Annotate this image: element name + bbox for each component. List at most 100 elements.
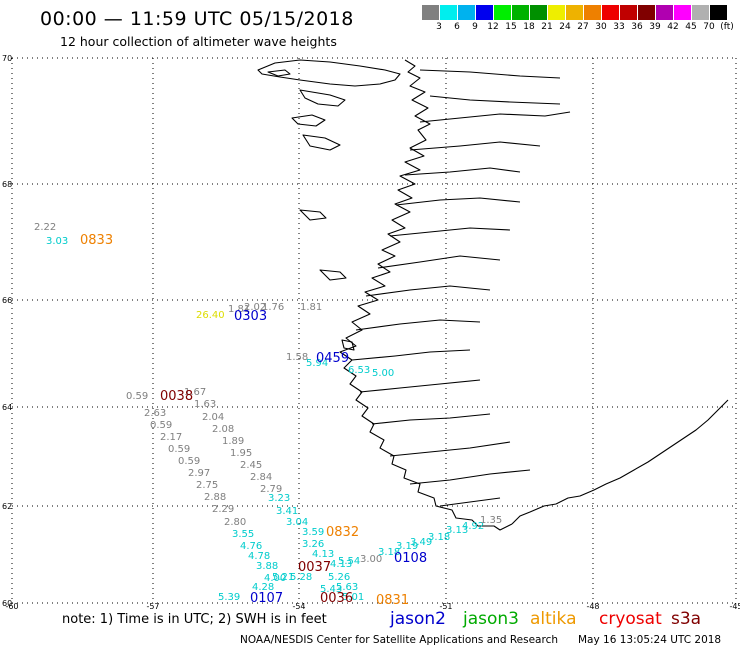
swh-value: 2.63	[144, 408, 166, 419]
swh-value: 2.88	[204, 492, 226, 503]
swh-value: 2.17	[160, 432, 182, 443]
swh-value: 4.28	[252, 582, 274, 593]
colorbar-label: 6	[454, 22, 460, 32]
pass-time-label: 0038	[160, 389, 193, 404]
lon-label: -48	[586, 602, 599, 610]
satellite-legend-s3a: s3a	[671, 609, 702, 629]
colorbar-swatch	[674, 5, 691, 20]
lat-label: 60	[2, 599, 12, 608]
swh-value: 1.81	[228, 304, 250, 315]
colorbar-swatch	[638, 5, 655, 20]
swh-value: 4.92	[462, 521, 484, 532]
colorbar-label: 3	[436, 22, 442, 32]
colorbar-swatch	[422, 5, 439, 20]
map-grid	[11, 57, 737, 604]
colorbar-swatch	[710, 5, 727, 20]
swh-value: 1.89	[222, 436, 244, 447]
pass-time-label: 0832	[326, 525, 359, 540]
pass-time-label: 0107	[250, 591, 283, 606]
colorbar-swatch	[566, 5, 583, 20]
greenland-coastline	[257, 59, 729, 531]
swh-value: 5.21	[272, 572, 294, 583]
swh-value: 0.59	[168, 444, 190, 455]
swh-value: 3.13	[446, 525, 468, 536]
colorbar-swatch	[494, 5, 511, 20]
colorbar-label: 30	[595, 22, 607, 32]
swh-value: 3.04	[286, 517, 308, 528]
colorbar-label: 12	[487, 22, 499, 32]
colorbar-swatch	[620, 5, 637, 20]
swh-value: 3.19	[396, 541, 418, 552]
swh-value: 3.49	[410, 537, 432, 548]
swh-value: 3.03	[46, 236, 68, 247]
swh-value: 1.35	[480, 515, 502, 526]
pass-time-label: 0037	[298, 560, 331, 575]
colorbar-label: 24	[559, 22, 571, 32]
colorbar-label: 39	[649, 22, 661, 32]
axis-labels: 70 68 66 64 62 60-60 -57 -54 -51 -48 -45	[2, 54, 740, 610]
colorbar-swatch	[584, 5, 601, 20]
swh-value: 2.04	[202, 412, 224, 423]
map-title: 00:00 — 11:59 UTC 05/15/2018	[40, 8, 354, 30]
lon-label: -60	[5, 602, 18, 610]
colorbar-swatch	[548, 5, 565, 20]
lat-label: 70	[2, 54, 12, 63]
swh-value: 0.59	[150, 420, 172, 431]
colorbar-swatch	[440, 5, 457, 20]
colorbar-swatch	[656, 5, 673, 20]
swh-value: 1.95	[230, 448, 252, 459]
swh-value: 2.79	[260, 484, 282, 495]
colorbar-label: 21	[541, 22, 553, 32]
swh-value: 3.18	[428, 532, 450, 543]
satellite-legend-altika: altika	[530, 609, 577, 629]
swh-value: 2.80	[224, 517, 246, 528]
swh-value: 1.76	[262, 302, 284, 313]
swh-value: 26.40	[196, 310, 225, 321]
swh-value: 1.58	[286, 352, 308, 363]
colorbar-swatch	[602, 5, 619, 20]
swh-value: 5.63	[336, 582, 358, 593]
swh-value: 3.18	[378, 547, 400, 558]
swh-value: 3.41	[276, 506, 298, 517]
lon-label: -54	[292, 602, 305, 610]
colorbar-swatch	[512, 5, 529, 20]
lon-label: -45	[729, 602, 740, 610]
swh-value: 2.75	[196, 480, 218, 491]
swh-value: 1.63	[194, 399, 216, 410]
colorbar-swatch	[692, 5, 709, 20]
swh-value: 5.26	[328, 572, 350, 583]
footer-note: note: 1) Time is in UTC; 2) SWH is in fe…	[62, 612, 327, 627]
swh-value: 1.67	[184, 387, 206, 398]
swh-value: 6.53	[348, 365, 370, 376]
colorbar-label: 18	[523, 22, 535, 32]
swh-value: 2.02	[244, 302, 266, 313]
pass-time-label: 0036	[320, 591, 353, 606]
swh-value: 5.39	[218, 592, 240, 603]
swh-value: 5.54	[338, 556, 360, 567]
swh-value: 3.00	[360, 554, 382, 565]
swh-value: 5.00	[372, 368, 394, 379]
swh-value: 0.59	[126, 391, 148, 402]
swh-value: 4.76	[240, 541, 262, 552]
swh-value: 4.13	[312, 549, 334, 560]
pass-time-label: 0833	[80, 233, 113, 248]
swh-value: 2.08	[212, 424, 234, 435]
footer-credit: NOAA/NESDIS Center for Satellite Applica…	[240, 634, 558, 646]
lat-label: 62	[2, 502, 12, 511]
colorbar-label: 70	[703, 22, 715, 32]
colorbar-swatch	[530, 5, 547, 20]
footer-timestamp: May 16 13:05:24 UTC 2018	[578, 634, 722, 646]
swh-value: 4.13	[330, 559, 352, 570]
lat-label: 64	[2, 403, 12, 412]
swh-value: 5.43	[320, 584, 342, 595]
swh-value: 3.59	[302, 527, 324, 538]
swh-value: 2.45	[240, 460, 262, 471]
satellite-legend-cryosat: cryosat	[599, 609, 662, 629]
swh-value: 3.26	[302, 539, 324, 550]
swh-value: 2.29	[212, 504, 234, 515]
colorbar-swatch	[458, 5, 475, 20]
colorbar-label: 45	[685, 22, 697, 32]
swh-value: 2.97	[188, 468, 210, 479]
